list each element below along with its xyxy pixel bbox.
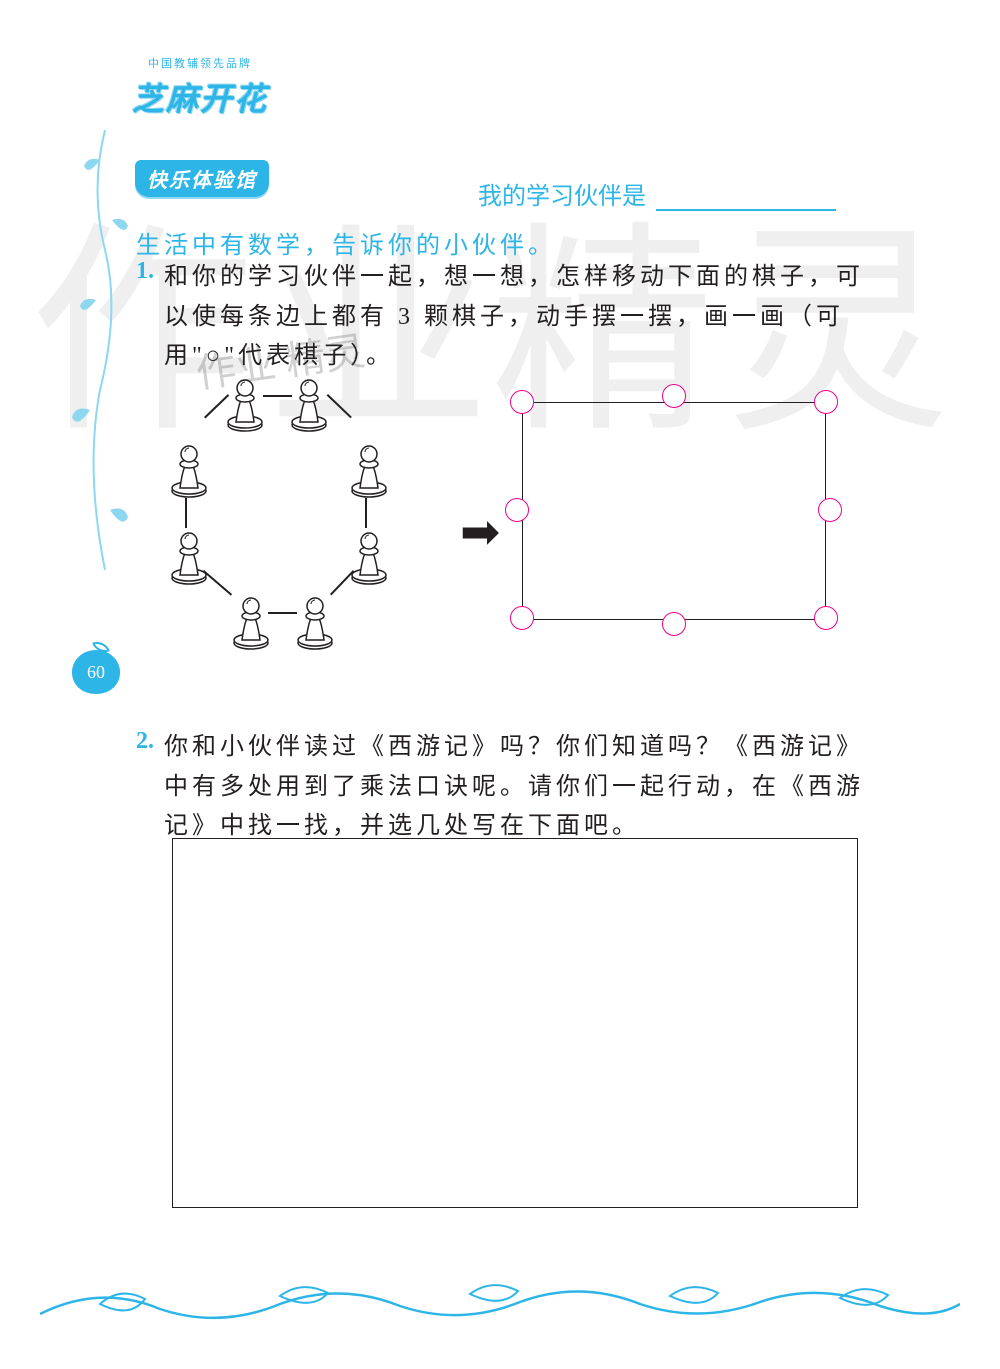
chess-piece-icon <box>170 525 208 585</box>
chess-piece-icon <box>232 590 270 650</box>
apple-shape: 60 <box>72 650 120 694</box>
solution-circle <box>510 606 534 630</box>
solution-circle <box>814 390 838 414</box>
partner-label-text: 我的学习伙伴是 <box>478 184 646 210</box>
question-2: 2. 你和小伙伴读过《西游记》吗？你们知道吗？《西游记》中有多处用到了乘法口诀呢… <box>136 728 890 847</box>
chess-connector-line <box>268 612 297 614</box>
solution-circle <box>510 390 534 414</box>
page-number-badge: 60 <box>72 650 120 704</box>
banner-badge: 快乐体验馆 <box>135 160 269 197</box>
chess-piece-icon <box>170 438 208 498</box>
chess-connector-line <box>186 498 188 528</box>
q2-number: 2. <box>136 728 154 755</box>
chess-connector-line <box>263 395 292 397</box>
chess-connector-line <box>366 498 368 528</box>
chess-piece-icon <box>350 438 388 498</box>
page-number: 60 <box>87 662 105 683</box>
chess-piece-icon <box>296 590 334 650</box>
arrow-icon: ➡ <box>460 504 500 560</box>
partner-label: 我的学习伙伴是 <box>478 176 836 211</box>
chess-piece-icon <box>290 372 328 432</box>
solution-circle <box>814 606 838 630</box>
wave-footer <box>40 1274 960 1334</box>
q1-number: 1. <box>136 258 154 285</box>
solution-circle <box>505 498 529 522</box>
answer-box <box>172 838 858 1208</box>
vine-decoration <box>70 130 140 580</box>
chess-piece-icon <box>226 372 264 432</box>
q1-text: 和你的学习伙伴一起，想一想，怎样移动下面的棋子，可以使每条边上都有 3 颗棋子，… <box>164 258 890 377</box>
grid-rectangle <box>522 402 826 620</box>
solution-grid <box>510 390 838 630</box>
brand-area: 中国教辅领先品牌 芝麻开花 <box>115 55 285 120</box>
solution-circle <box>662 384 686 408</box>
solution-circle <box>662 612 686 636</box>
chess-piece-icon <box>350 525 388 585</box>
q2-text: 你和小伙伴读过《西游记》吗？你们知道吗？《西游记》中有多处用到了乘法口诀呢。请你… <box>164 728 890 847</box>
brand-subtitle: 中国教辅领先品牌 <box>115 55 285 71</box>
section-title: 生活中有数学，告诉你的小伙伴。 <box>136 225 556 260</box>
page-container: 作业 精灵 作业 精灵 中国教辅领先品牌 芝麻开花 快乐体验馆 我的学习伙伴是 … <box>0 0 1000 1369</box>
solution-circle <box>818 498 842 522</box>
question-1: 1. 和你的学习伙伴一起，想一想，怎样移动下面的棋子，可以使每条边上都有 3 颗… <box>136 258 890 377</box>
brand-title: 芝麻开花 <box>115 74 285 120</box>
partner-blank-line <box>656 209 836 211</box>
header-banner: 快乐体验馆 <box>135 160 315 200</box>
